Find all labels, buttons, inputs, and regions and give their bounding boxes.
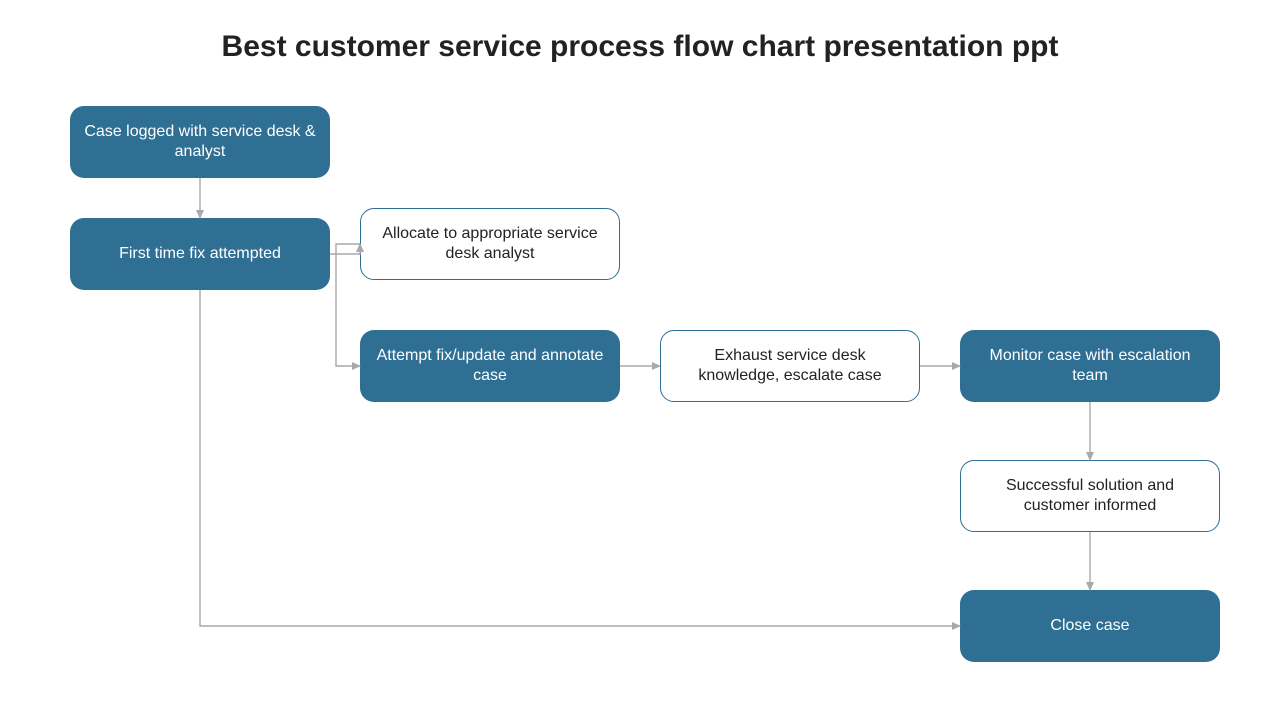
flow-node-n3: Allocate to appropriate service desk ana… — [360, 208, 620, 280]
flow-edge — [336, 244, 360, 366]
flow-node-label: Case logged with service desk & analyst — [84, 122, 316, 162]
flow-node-n4: Attempt fix/update and annotate case — [360, 330, 620, 402]
flow-node-n6: Monitor case with escalation team — [960, 330, 1220, 402]
flow-node-n5: Exhaust service desk knowledge, escalate… — [660, 330, 920, 402]
page-title: Best customer service process flow chart… — [0, 30, 1280, 64]
flow-node-label: Close case — [1050, 616, 1129, 636]
flow-node-n1: Case logged with service desk & analyst — [70, 106, 330, 178]
flow-node-label: Exhaust service desk knowledge, escalate… — [675, 346, 905, 386]
flow-node-n2: First time fix attempted — [70, 218, 330, 290]
flow-node-label: Monitor case with escalation team — [974, 346, 1206, 386]
flow-node-n7: Successful solution and customer informe… — [960, 460, 1220, 532]
flow-node-label: Allocate to appropriate service desk ana… — [375, 224, 605, 264]
flow-node-label: Attempt fix/update and annotate case — [374, 346, 606, 386]
flow-node-n8: Close case — [960, 590, 1220, 662]
flow-edge — [330, 244, 360, 254]
flow-node-label: Successful solution and customer informe… — [975, 476, 1205, 516]
flow-node-label: First time fix attempted — [119, 244, 281, 264]
